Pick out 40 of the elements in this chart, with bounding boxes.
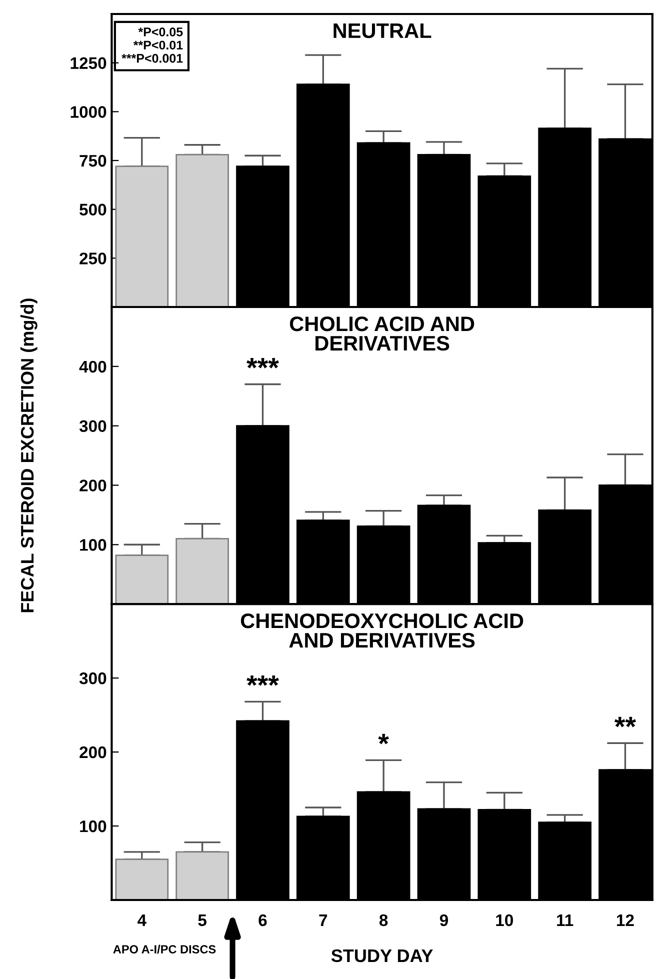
annotation: ** [614,716,636,728]
y-tick-label: 1250 [70,57,106,70]
bar [115,554,169,604]
x-tick-label: 7 [319,914,328,926]
text: CHENODEOXYCHOLIC ACID AND DERIVATIVES [240,613,524,648]
annotation: ***P<0.001 [122,54,183,63]
x-tick-label: 9 [440,914,448,926]
x-axis-title: STUDY DAY [331,949,433,962]
x-tick-label: 5 [198,914,206,926]
y-tick-label: 200 [80,746,106,758]
x-tick-label: 10 [496,914,513,926]
bar [176,538,229,604]
y-axis-title: FECAL STEROID EXCRETION (mg/d) [20,298,38,612]
bar [115,858,169,900]
annotation: *** [246,358,279,368]
y-tick-label: 750 [80,154,106,167]
y-tick-label: 300 [79,420,106,432]
chart-title: NEUTRAL [334,24,432,38]
bar [176,154,229,308]
bar [176,851,229,900]
x-tick-label: 11 [557,914,574,926]
y-tick-label: 500 [80,204,106,216]
x-tick-label: 6 [258,914,267,926]
y-tick-label: 250 [80,252,106,264]
x-tick-label: 12 [616,914,634,926]
annotation: **P<0.01 [133,40,183,50]
y-tick-label: 400 [79,360,106,373]
bar [115,166,169,308]
x-tick-label: 4 [138,914,146,926]
y-tick-label: 200 [80,480,106,492]
annotation: *** [246,675,279,686]
y-tick-label: 300 [79,672,106,684]
x-tick-label: 8 [379,914,388,926]
text: APO A-I/PC DISCS [113,944,216,954]
text: CHOLIC ACID AND DERIVATIVES [290,316,474,351]
annotation: * [378,734,389,744]
y-tick-label: 100 [80,820,106,832]
y-tick-label: 100 [80,539,106,551]
annotation: *P<0.05 [138,28,183,36]
y-tick-label: 1000 [70,106,106,118]
